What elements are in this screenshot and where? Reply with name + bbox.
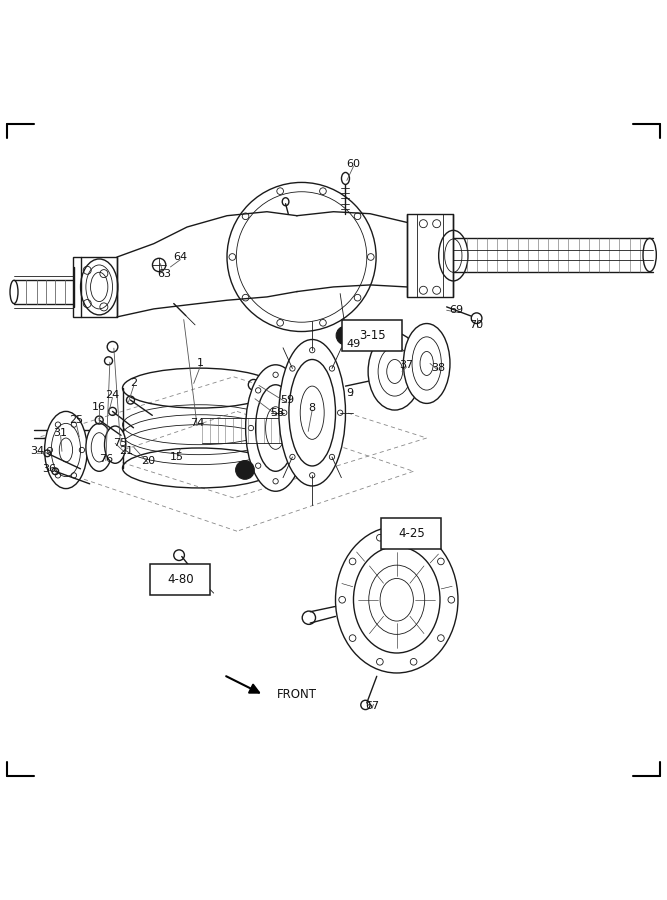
Text: 20: 20 [141, 456, 155, 466]
Text: 70: 70 [470, 320, 484, 330]
Ellipse shape [336, 526, 458, 673]
Text: 63: 63 [157, 268, 171, 279]
Text: FRONT: FRONT [277, 688, 317, 701]
Text: 64: 64 [173, 252, 187, 262]
Text: 75: 75 [113, 438, 127, 448]
Text: 16: 16 [92, 402, 106, 412]
Circle shape [235, 461, 254, 480]
Text: 67: 67 [365, 701, 379, 711]
Text: 8: 8 [309, 403, 315, 413]
Text: 31: 31 [53, 428, 67, 438]
Ellipse shape [245, 364, 305, 491]
Text: 15: 15 [170, 452, 184, 462]
Polygon shape [407, 213, 454, 297]
Text: 3-15: 3-15 [359, 329, 386, 342]
Text: 24: 24 [105, 391, 119, 401]
Ellipse shape [254, 382, 297, 473]
Ellipse shape [368, 333, 422, 410]
Text: 2: 2 [130, 378, 137, 389]
Ellipse shape [105, 426, 126, 464]
Text: A: A [241, 465, 248, 474]
Ellipse shape [472, 313, 482, 323]
Ellipse shape [342, 173, 350, 184]
Ellipse shape [45, 411, 87, 489]
Text: 74: 74 [190, 418, 204, 428]
Text: 4-80: 4-80 [167, 573, 193, 586]
Text: A: A [342, 331, 349, 340]
FancyBboxPatch shape [382, 518, 442, 548]
Text: 49: 49 [346, 338, 361, 348]
FancyBboxPatch shape [151, 564, 210, 595]
Text: 4-25: 4-25 [398, 526, 425, 540]
Text: 1: 1 [197, 358, 204, 368]
Text: 76: 76 [99, 454, 113, 464]
Text: 36: 36 [42, 464, 56, 473]
Polygon shape [73, 257, 117, 317]
FancyBboxPatch shape [342, 320, 402, 351]
Text: 25: 25 [69, 415, 83, 425]
Text: 58: 58 [270, 409, 284, 419]
Ellipse shape [153, 258, 166, 272]
Text: 34: 34 [30, 446, 45, 456]
Text: 37: 37 [400, 360, 414, 370]
Text: 21: 21 [119, 446, 133, 456]
Text: 60: 60 [346, 158, 360, 169]
Text: 38: 38 [431, 363, 445, 374]
Text: 59: 59 [280, 395, 294, 405]
Ellipse shape [404, 323, 450, 403]
Ellipse shape [86, 423, 113, 472]
Text: 69: 69 [450, 305, 464, 315]
Circle shape [336, 326, 355, 345]
Text: 9: 9 [347, 389, 354, 399]
Ellipse shape [279, 339, 346, 486]
